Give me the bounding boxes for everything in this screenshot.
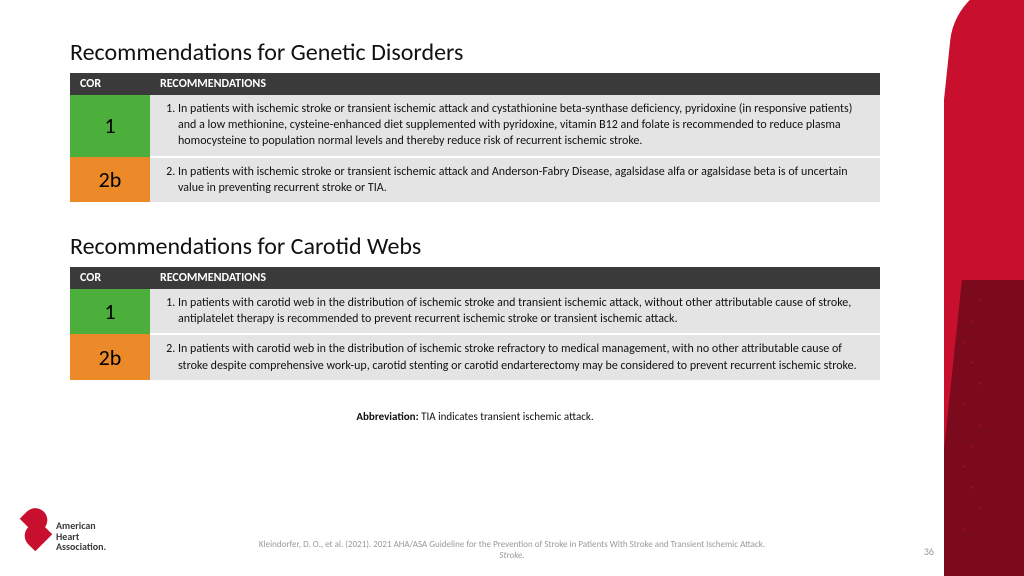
recommendation-cell: In patients with ischemic stroke or tran… — [150, 157, 880, 202]
citation: Kleindorfer, D. O., et al. (2021). 2021 … — [0, 540, 1024, 562]
page-number: 36 — [924, 545, 934, 558]
citation-line: Kleindorfer, D. O., et al. (2021). 2021 … — [259, 539, 765, 550]
recommendation-text: In patients with carotid web in the dist… — [178, 341, 870, 373]
citation-journal: Stroke. — [0, 551, 1024, 562]
section-title: Recommendations for Carotid Webs — [70, 232, 880, 261]
logo-text: American Heart Association. — [56, 521, 106, 553]
recommendation-cell: In patients with carotid web in the dist… — [150, 289, 880, 334]
recommendation-table: CORRECOMMENDATIONS1 In patients with isch… — [70, 73, 880, 202]
table-row: 1 In patients with ischemic stroke or tra… — [70, 95, 880, 157]
recommendation-text: In patients with ischemic stroke or tran… — [178, 164, 870, 196]
aha-logo: American Heart Association. — [22, 520, 106, 554]
recommendation-text: In patients with carotid web in the dist… — [178, 295, 870, 327]
footer: Kleindorfer, D. O., et al. (2021). 2021 … — [0, 540, 1024, 562]
recommendation-cell: In patients with carotid web in the dist… — [150, 334, 880, 379]
col-header-cor: COR — [70, 73, 150, 95]
dot-pattern — [944, 40, 984, 540]
col-header-rec: RECOMMENDATIONS — [150, 267, 880, 289]
recommendation-table: CORRECOMMENDATIONS1 In patients with caro… — [70, 267, 880, 380]
recommendation-cell: In patients with ischemic stroke or tran… — [150, 95, 880, 157]
cor-cell: 2b — [70, 334, 150, 379]
recommendation-text: In patients with ischemic stroke or tran… — [178, 101, 870, 150]
col-header-cor: COR — [70, 267, 150, 289]
cor-cell: 1 — [70, 95, 150, 157]
table-row: 1 In patients with carotid web in the dis… — [70, 289, 880, 334]
cor-cell: 2b — [70, 157, 150, 202]
col-header-rec: RECOMMENDATIONS — [150, 73, 880, 95]
cor-cell: 1 — [70, 289, 150, 334]
table-row: 2b In patients with ischemic stroke or tr… — [70, 157, 880, 202]
table-row: 2b In patients with carotid web in the di… — [70, 334, 880, 379]
abbreviation-note: Abbreviation: TIA indicates transient is… — [70, 410, 880, 423]
logo-heart-icon — [22, 520, 50, 554]
section-title: Recommendations for Genetic Disorders — [70, 38, 880, 67]
